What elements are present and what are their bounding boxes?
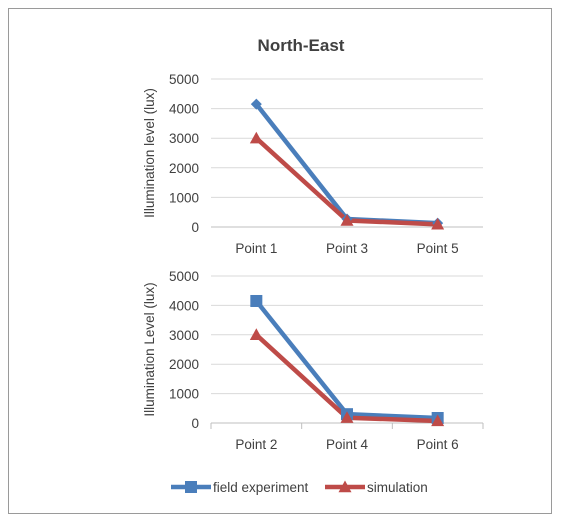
data-point-field-experiment [250, 294, 263, 307]
panel-2: 5000 4000 3000 2000 1000 0 Point 2 Point 4 Point… [142, 269, 484, 452]
data-point-simulation [249, 328, 263, 340]
data-point-simulation [249, 131, 263, 144]
chart-frame: North-East 5000 4000 3000 2000 1000 0 Point 1 P… [8, 8, 552, 514]
chart-svg: North-East 5000 4000 3000 2000 1000 0 Point 1 P… [142, 36, 484, 495]
x-tick-label: Point 6 [417, 437, 459, 452]
series-line-simulation [254, 333, 438, 424]
panel-1: 5000 4000 3000 2000 1000 0 Point 1 Point 3 Point… [142, 72, 483, 256]
y-axis-label: Illumination level (lux) [142, 88, 157, 218]
legend-item-field-experiment: field experiment [171, 480, 309, 495]
data-point-simulation [431, 217, 445, 230]
data-point-simulation [340, 213, 354, 226]
y-tick-label: 2000 [169, 357, 199, 372]
legend-marker [185, 481, 197, 493]
data-point-field-experiment [250, 98, 262, 110]
x-tick-label: Point 2 [235, 437, 277, 452]
legend-item-simulation: simulation [325, 480, 428, 495]
chart-title: North-East [258, 36, 345, 55]
y-tick-label: 3000 [169, 328, 199, 343]
y-tick-label: 1000 [169, 387, 199, 402]
x-tick-label: Point 3 [326, 241, 368, 256]
legend: field experiment simulation [171, 480, 428, 495]
y-tick-label: 1000 [169, 190, 199, 205]
y-tick-label: 3000 [169, 131, 199, 146]
x-tick-label: Point 4 [326, 437, 369, 452]
y-tick-label: 4000 [169, 298, 199, 313]
panels-layer: 5000 4000 3000 2000 1000 0 Point 1 Point 3 Point… [142, 72, 484, 452]
legend-label: field experiment [213, 480, 309, 495]
data-point-simulation [431, 414, 445, 427]
series-line-simulation [254, 136, 438, 227]
data-point-simulation [340, 411, 354, 423]
y-tick-label: 0 [191, 416, 199, 431]
y-tick-label: 5000 [169, 269, 199, 284]
y-tick-label: 5000 [169, 72, 199, 87]
y-tick-label: 2000 [169, 161, 199, 176]
y-tick-label: 0 [191, 220, 199, 235]
x-tick-label: Point 1 [235, 241, 277, 256]
y-axis-label: Illumination Level (lux) [142, 282, 157, 416]
legend-marker [338, 480, 352, 493]
legend-label: simulation [367, 480, 428, 495]
x-tick-label: Point 5 [417, 241, 459, 256]
y-tick-label: 4000 [169, 102, 199, 117]
